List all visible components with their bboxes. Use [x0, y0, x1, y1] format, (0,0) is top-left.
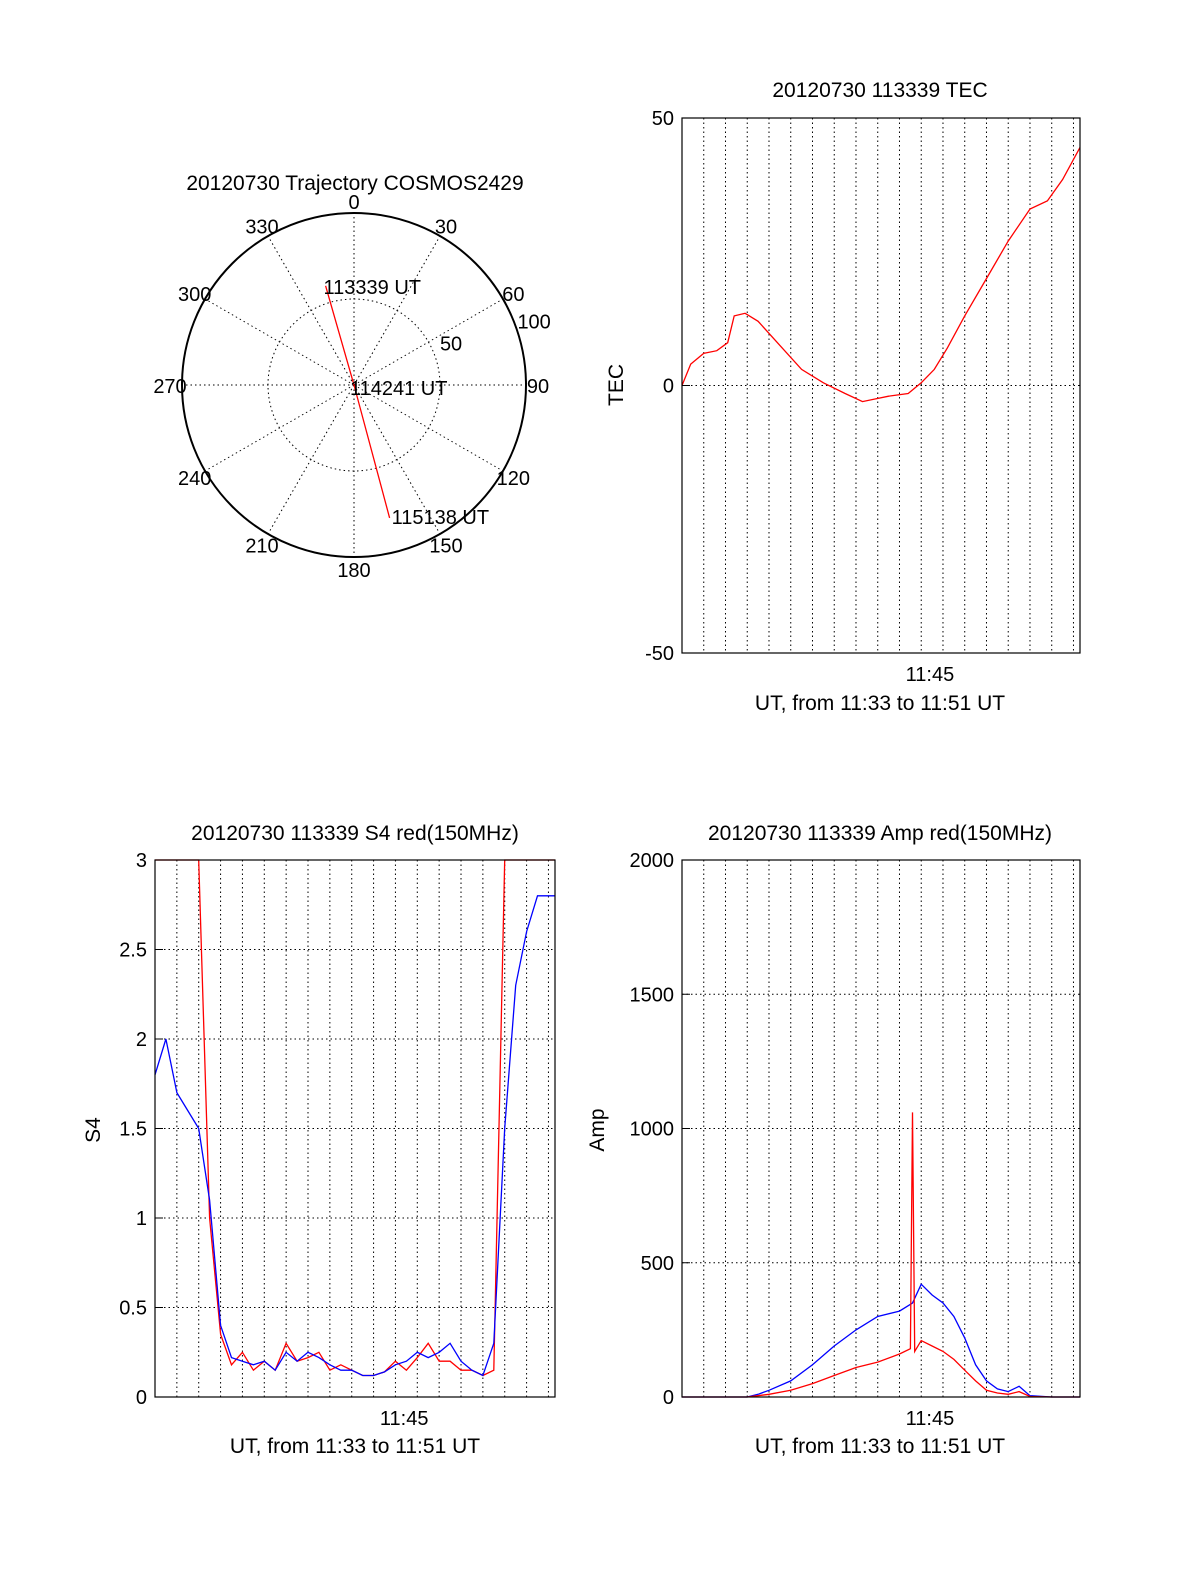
amp-ytick-label: 500 [641, 1253, 674, 1275]
polar-angle-label: 90 [527, 376, 549, 398]
trajectory-line [324, 285, 391, 519]
polar-spoke [353, 384, 504, 472]
s4-ytick-label: 0.5 [119, 1298, 147, 1320]
trajectory-time-label: 113339 UT [324, 277, 421, 299]
polar-outer-circle [181, 212, 527, 558]
polar-angle-label: 210 [245, 535, 278, 557]
polar-radius-label: 50 [440, 334, 462, 356]
tec-title: 20120730 113339 TEC [772, 79, 987, 102]
amp-ytick-label: 2000 [630, 850, 675, 872]
tec-line-chart: 20120730 113339 TEC TEC UT, from 11:33 t… [605, 79, 1081, 715]
s4-ytick-label: 0 [136, 1387, 147, 1409]
amp-line-chart: 20120730 113339 Amp red(150MHz) Amp UT, … [586, 822, 1081, 1458]
tec-series-1-line [681, 147, 1081, 403]
s4-line-chart: 20120730 113339 S4 red(150MHz) S4 UT, fr… [82, 822, 556, 1458]
s4-series-1-line [155, 859, 555, 1377]
polar-spoke [353, 298, 504, 386]
s4-ytick-label: 2.5 [119, 940, 147, 962]
polar-angle-label: 120 [497, 468, 530, 490]
trajectory-polar-plot: 20120730 Trajectory COSMOS2429 0 30 60 90 12… [153, 172, 551, 582]
polar-spoke [267, 384, 355, 535]
tec-ytick-label: -50 [645, 643, 674, 665]
polar-title: 20120730 Trajectory COSMOS2429 [186, 172, 523, 195]
s4-ytick-label: 1.5 [119, 1119, 147, 1141]
s4-xtick-label: 11:45 [380, 1408, 429, 1430]
polar-spoke [353, 235, 441, 386]
polar-angle-label: 300 [178, 284, 211, 306]
trajectory-time-label: 115138 UT [392, 507, 489, 529]
amp-series-2-line [682, 1112, 1080, 1398]
polar-angle-label: 60 [502, 284, 524, 306]
tec-ytick-label: 50 [652, 108, 674, 130]
amp-title: 20120730 113339 Amp red(150MHz) [708, 822, 1052, 845]
s4-title: 20120730 113339 S4 red(150MHz) [191, 822, 519, 845]
polar-spoke [267, 235, 355, 386]
amp-grid [682, 860, 1080, 1397]
polar-radius-label: 100 [517, 311, 550, 333]
polar-angle-label: 150 [429, 535, 462, 557]
polar-angle-label: 0 [348, 192, 359, 214]
polar-angle-label: 240 [178, 468, 211, 490]
tec-ytick-label: 0 [663, 376, 674, 398]
s4-xlabel: UT, from 11:33 to 11:51 UT [230, 1435, 480, 1458]
polar-angle-label: 330 [245, 217, 278, 239]
s4-ytick-label: 2 [136, 1029, 147, 1051]
s4-ytick-label: 1 [136, 1208, 147, 1230]
s4-series-2-line [154, 895, 555, 1377]
amp-ylabel: Amp [586, 1108, 609, 1151]
s4-ylabel: S4 [82, 1117, 105, 1143]
polar-spoke [204, 298, 355, 386]
tec-ylabel: TEC [605, 364, 628, 406]
tec-xtick-label: 11:45 [906, 664, 955, 686]
polar-spoke [353, 384, 441, 535]
trajectory-time-label: 114241 UT [350, 378, 447, 400]
tec-grid [682, 118, 1080, 653]
polar-angle-label: 180 [337, 560, 370, 582]
amp-series-1-line [682, 1283, 1080, 1398]
polar-angle-label: 270 [153, 376, 186, 398]
amp-ytick-label: 1500 [630, 984, 675, 1006]
s4-grid [155, 860, 555, 1397]
amp-xtick-label: 11:45 [906, 1408, 955, 1430]
amp-ytick-label: 0 [663, 1387, 674, 1409]
amp-xlabel: UT, from 11:33 to 11:51 UT [755, 1435, 1005, 1458]
polar-spoke [204, 384, 355, 472]
amp-ytick-label: 1000 [630, 1119, 675, 1141]
tec-xlabel: UT, from 11:33 to 11:51 UT [755, 692, 1005, 715]
s4-ytick-label: 3 [136, 850, 147, 872]
polar-angle-label: 30 [435, 217, 457, 239]
